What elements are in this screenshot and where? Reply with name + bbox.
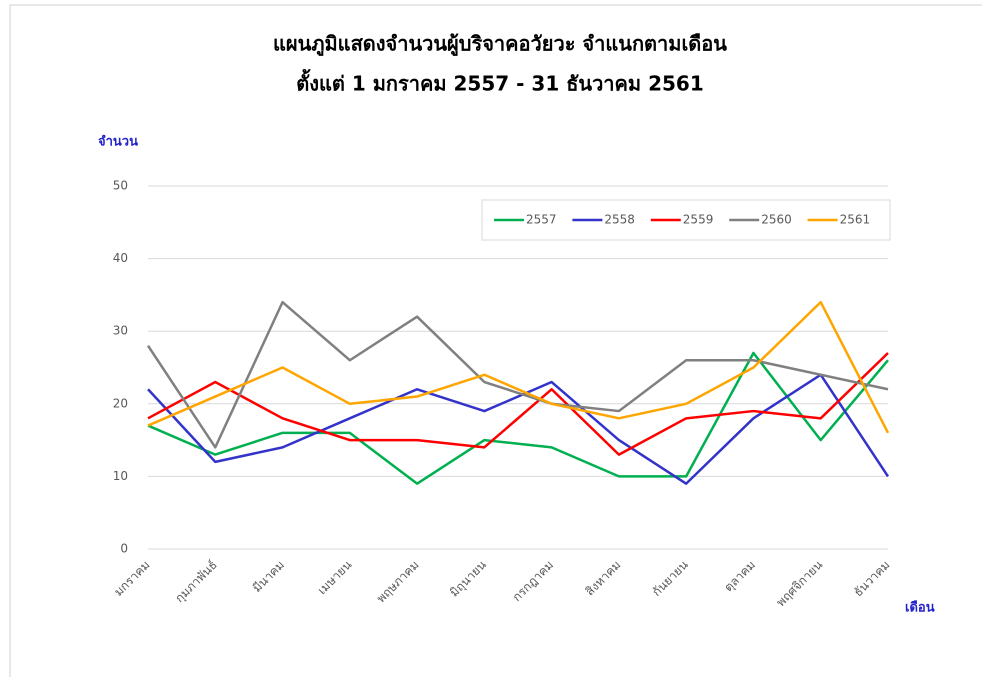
y-axis-title: จำนวน [98, 134, 138, 150]
legend-label: 2557 [526, 213, 557, 227]
x-tick-label: เมษายน [315, 558, 355, 598]
chart-frame [9, 4, 982, 677]
x-tick-label: มิถุนายน [447, 558, 490, 601]
series-line [146, 300, 889, 449]
legend-label: 2560 [761, 213, 792, 227]
y-tick-label: 10 [113, 469, 128, 483]
y-tick-label: 0 [120, 542, 128, 556]
x-axis-title: เดือน [905, 600, 935, 616]
series-line [147, 351, 889, 485]
legend-label: 2559 [683, 213, 714, 227]
y-tick-label: 20 [113, 396, 128, 410]
legend-label: 2558 [604, 213, 635, 227]
series-line [147, 300, 890, 434]
y-tick-label: 30 [113, 324, 128, 338]
chart-subtitle: ตั้งแต่ 1 มกราคม 2557 - 31 ธันวาคม 2561 [296, 69, 703, 96]
x-tick-label: มกราคม [111, 558, 152, 599]
y-tick-label: 50 [113, 179, 128, 193]
series-line [147, 352, 889, 456]
x-tick-label: สิงหาคม [583, 558, 624, 599]
legend-label: 2561 [840, 213, 871, 227]
x-tick-label: ธันวาคม [851, 558, 893, 600]
x-tick-label: พฤศจิกายน [774, 558, 826, 610]
x-tick-label: มีนาคม [250, 558, 287, 595]
x-tick-label: พฤษภาคม [374, 558, 422, 606]
y-tick-label: 40 [113, 251, 128, 265]
x-tick-label: กุมภาพันธ์ [172, 558, 220, 606]
x-tick-label: กันยายน [649, 558, 690, 599]
series-line [147, 373, 890, 485]
x-tick-label: กรกฎาคม [510, 558, 556, 604]
chart-title: แผนภูมิแสดงจำนวนผู้บริจาคอวัยวะ จำแนกตาม… [273, 32, 727, 58]
x-tick-label: ตุลาคม [721, 558, 758, 595]
